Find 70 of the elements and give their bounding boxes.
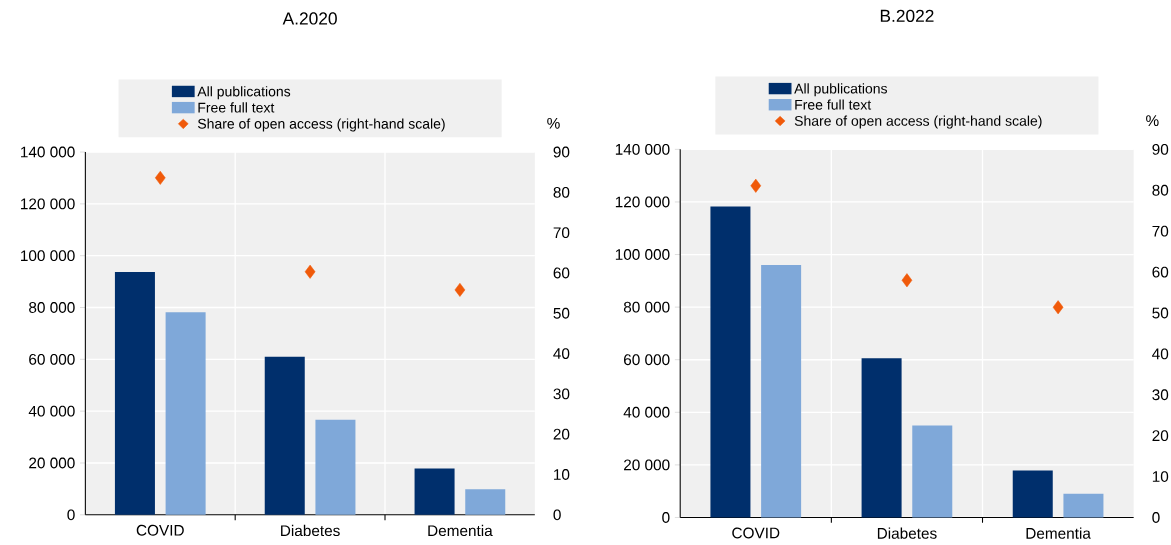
point (304, 264, 316, 279)
legend-label: All publications (197, 85, 291, 99)
bar (414, 468, 455, 515)
y-tick-label: 40 000 (28, 405, 75, 417)
chart-title: A.2020 (282, 12, 337, 25)
y-tick-label: 140 000 (21, 146, 75, 158)
y-tick-label: 20 000 (29, 457, 75, 469)
y-tick-label: 100 000 (21, 250, 75, 261)
bar (315, 419, 356, 515)
bar (761, 264, 802, 518)
point (750, 178, 762, 193)
bar (861, 357, 902, 518)
y2-tick-label: 60 (553, 267, 570, 279)
y2-tick-label: 80 (1152, 184, 1169, 196)
y2-tick-label: 10 (1152, 470, 1169, 482)
y-tick-label: 80 000 (623, 301, 670, 313)
y2-axis-title: % (1146, 115, 1159, 126)
x-tick-label: Diabetes (281, 524, 340, 536)
y-tick-label: 120 000 (21, 198, 75, 210)
y-tick-label: 140 000 (615, 143, 670, 155)
bar (165, 311, 206, 515)
y2-tick-label: 0 (1152, 511, 1160, 523)
y-tick-label: 80 000 (29, 301, 75, 313)
legend-label: All publications (794, 83, 888, 97)
y2-tick-label: 90 (1152, 143, 1169, 155)
y-tick-label: 60 000 (624, 354, 670, 365)
bar (1063, 493, 1104, 518)
bar (264, 356, 305, 515)
y2-tick-label: 40 (553, 347, 570, 359)
point (454, 282, 466, 297)
y2-tick-label: 20 (553, 428, 570, 440)
bar (1012, 470, 1053, 518)
legend-label: Share of open access (right-hand scale) (197, 118, 445, 132)
y2-tick-label: 10 (554, 468, 570, 480)
chart-title: B.2022 (880, 9, 934, 22)
x-tick-label: COVID (732, 527, 780, 539)
y-tick-label: 0 (67, 509, 75, 520)
legend-label: Share of open access (right-hand scale) (794, 115, 1042, 129)
y2-tick-label: 40 (1152, 348, 1169, 360)
x-tick-label: COVID (136, 524, 184, 536)
y2-tick-label: 50 (553, 307, 570, 319)
bar (912, 425, 953, 518)
point (155, 170, 166, 185)
point (1052, 300, 1064, 314)
y2-tick-label: 30 (553, 388, 570, 400)
bar (465, 488, 506, 515)
bar (114, 271, 155, 515)
y-tick-label: 20 000 (624, 459, 670, 471)
y2-tick-label: 20 (1152, 430, 1169, 441)
y2-tick-label: 80 (553, 186, 570, 198)
x-tick-label: Diabetes (877, 527, 937, 539)
y2-tick-label: 50 (1152, 307, 1169, 319)
bar (710, 206, 751, 518)
y2-tick-label: 60 (1152, 266, 1169, 278)
legend-label: Free full text (795, 99, 872, 110)
y-tick-label: 120 000 (615, 196, 670, 208)
y2-tick-label: 90 (553, 146, 570, 158)
point (901, 273, 913, 287)
y2-tick-label: 70 (553, 226, 570, 238)
y2-tick-label: 0 (553, 509, 561, 520)
x-tick-label: Dementia (1026, 527, 1091, 539)
y-tick-label: 60 000 (29, 353, 75, 365)
y-tick-label: 100 000 (615, 248, 670, 260)
y-tick-label: 0 (662, 511, 670, 523)
legend-label: Free full text (198, 102, 275, 113)
y2-tick-label: 70 (1152, 225, 1169, 237)
y2-axis-title: % (547, 117, 560, 129)
x-tick-label: Dementia (428, 524, 493, 536)
y2-tick-label: 30 (1152, 389, 1169, 400)
y-tick-label: 40 000 (623, 406, 670, 418)
